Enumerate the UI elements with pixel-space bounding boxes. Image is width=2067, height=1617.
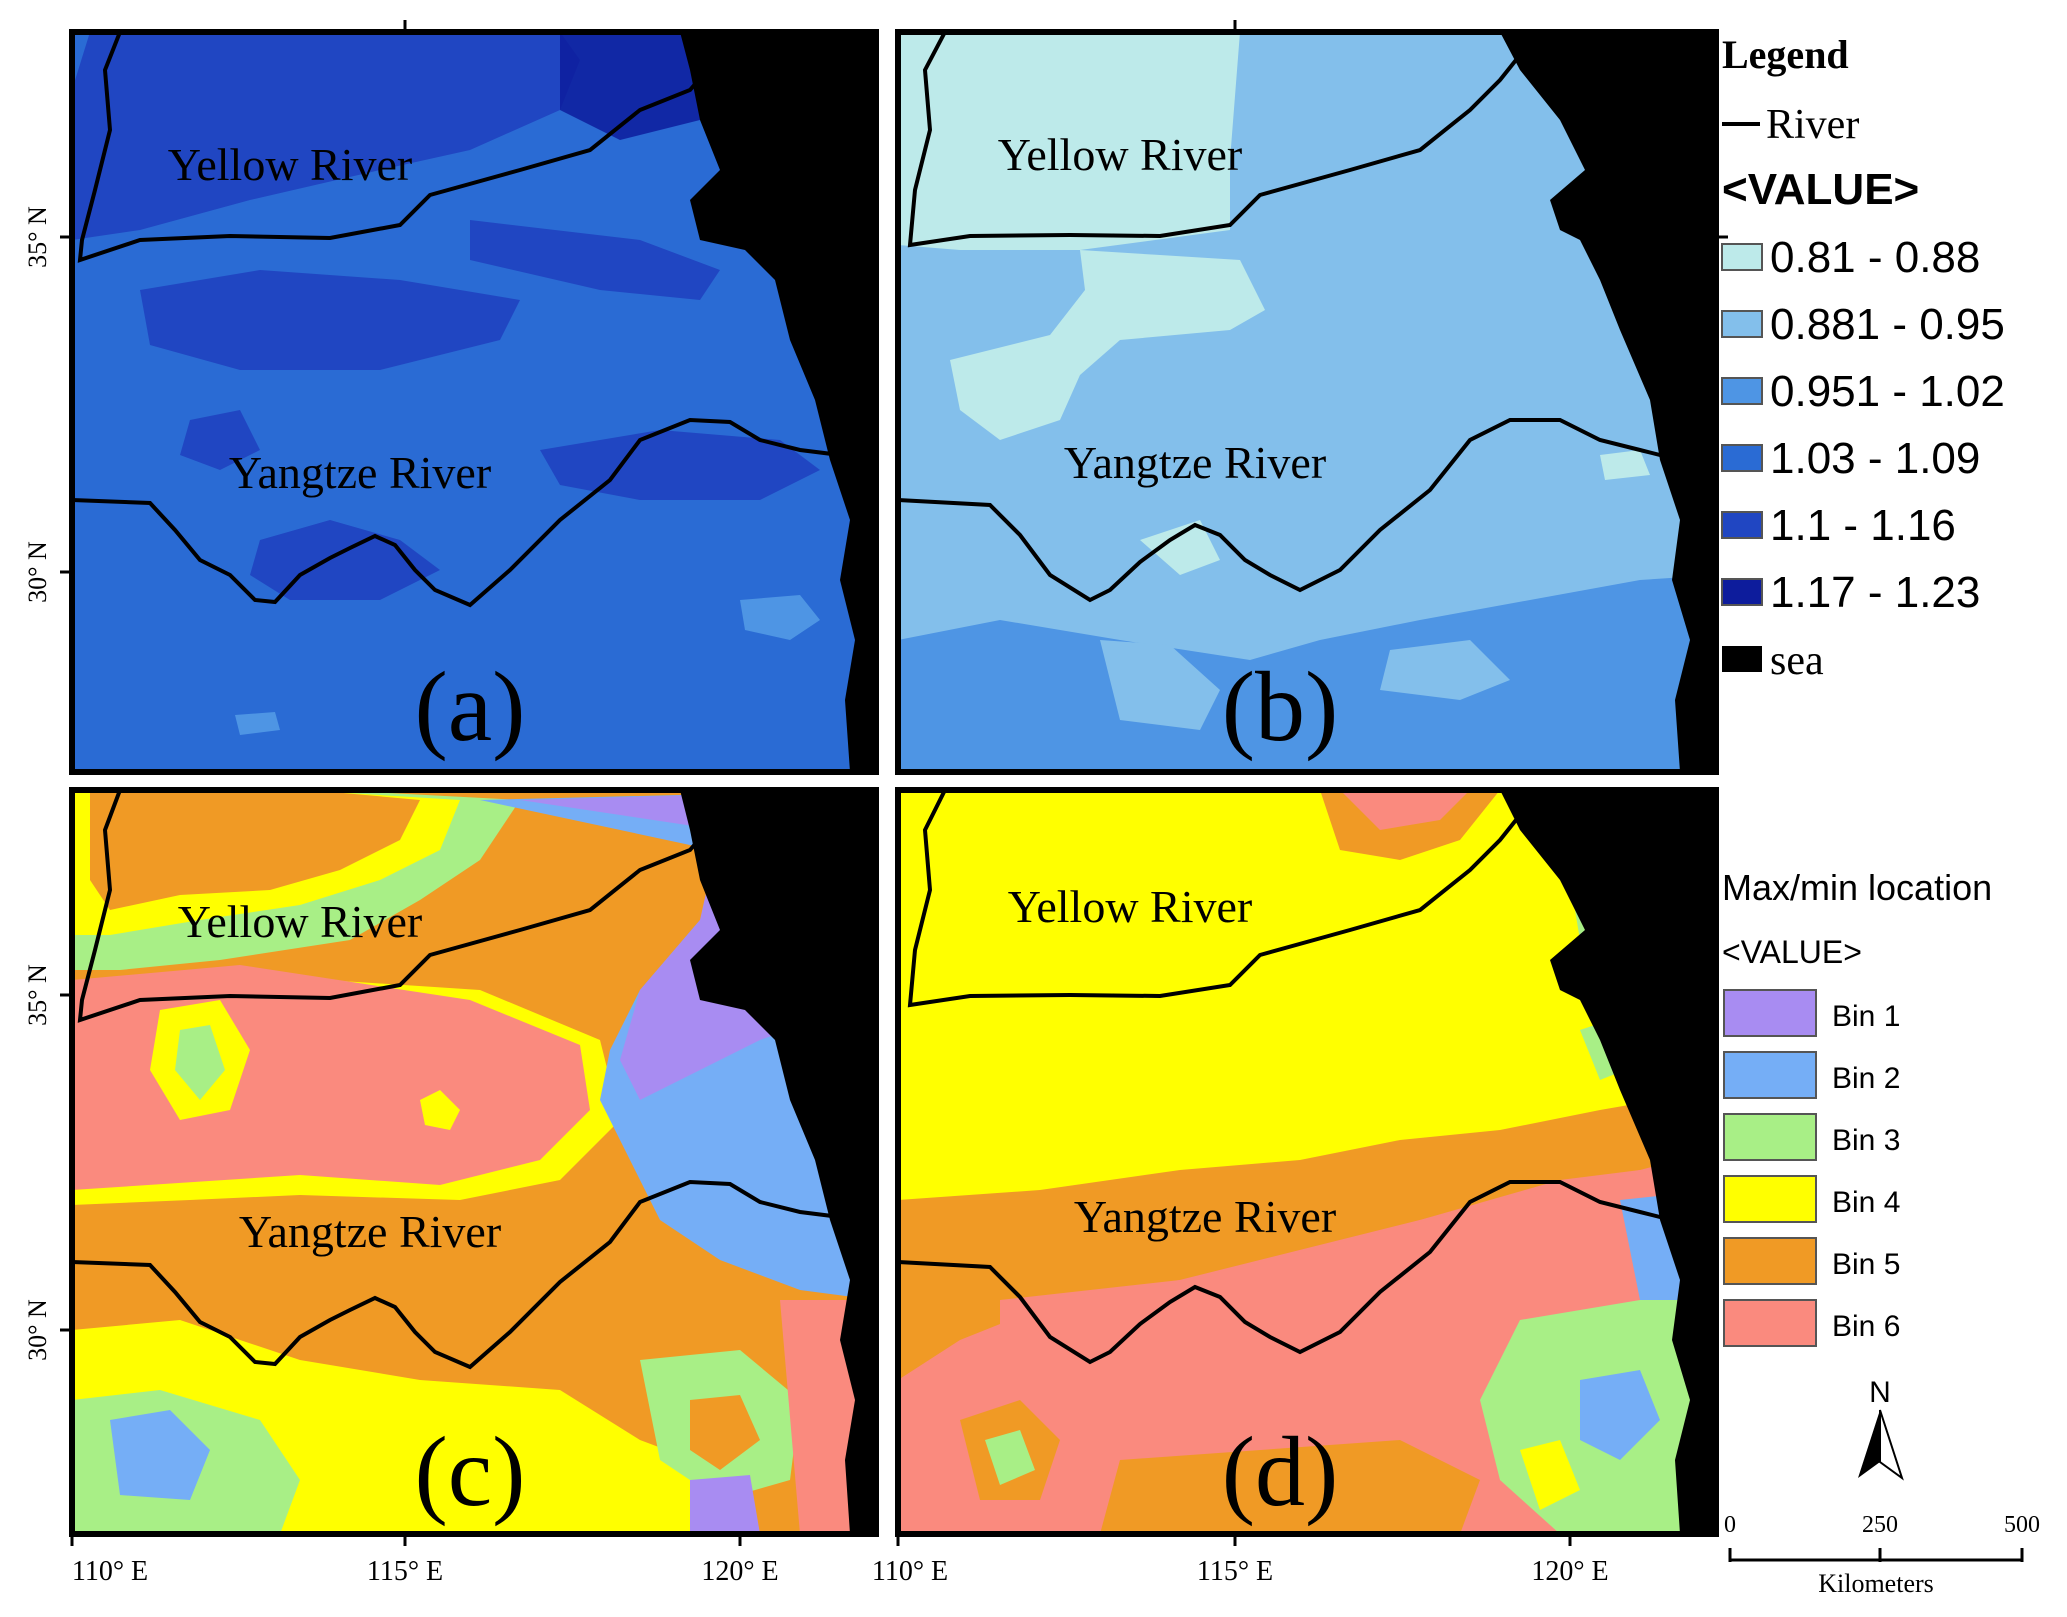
legend-bin-label: Bin 1 (1832, 1000, 1900, 1033)
lon-tick-label: 110° E (872, 1556, 948, 1587)
legend-class-label: 1.1 - 1.16 (1770, 501, 1956, 550)
lon-tick-label: 115° E (1197, 1556, 1273, 1587)
legend-swatch (1723, 1175, 1817, 1223)
value-legend: Legend River <VALUE> 0.81 - 0.88 0.881 -… (1721, 32, 2005, 684)
legend-bin-label: Bin 5 (1832, 1248, 1900, 1281)
lat-tick-label: 30° N (23, 541, 52, 603)
lat-tick-label: 35° N (23, 206, 52, 268)
value-title: <VALUE> (1722, 934, 1862, 970)
legend-title: Max/min location (1722, 867, 1992, 908)
lat-tick-label: 35° N (23, 964, 52, 1026)
map-panel-b: Yellow River Yangtze River (b) (895, 29, 1719, 775)
river-label: Yellow River (168, 139, 413, 190)
river-label: Yangtze River (1064, 437, 1326, 488)
lon-tick-label: 120° E (1531, 1556, 1608, 1587)
legend-bin-label: Bin 3 (1832, 1124, 1900, 1157)
panel-label: (c) (415, 1416, 526, 1527)
axis-ticks (60, 20, 1728, 1546)
lon-tick-label: 115° E (367, 1556, 443, 1587)
bin-legend: Max/min location <VALUE> Bin 1 Bin 2 Bin… (1722, 867, 1992, 1347)
map-panel-c: Yellow River Yangtze River (c) (69, 787, 879, 1537)
legend-class-label: 0.951 - 1.02 (1770, 367, 2005, 416)
value-title: <VALUE> (1722, 165, 1919, 214)
legend-class-label: 1.03 - 1.09 (1770, 434, 1980, 483)
scale-unit-label: Kilometers (1818, 1569, 1934, 1598)
river-label: Yellow River (1008, 881, 1253, 932)
scale-tick-label: 250 (1862, 1512, 1898, 1538)
legend-swatch (1721, 310, 1763, 338)
river-label: Yangtze River (239, 1206, 501, 1257)
legend-swatch (1721, 578, 1763, 606)
lon-tick-label: 110° E (72, 1556, 148, 1587)
legend-class-label: 0.81 - 0.88 (1770, 233, 1980, 282)
panel-label: (b) (1222, 651, 1339, 762)
legend-bin-label: Bin 4 (1832, 1186, 1900, 1219)
lat-tick-label: 30° N (23, 1299, 52, 1361)
legend-swatch (1723, 1113, 1817, 1161)
legend-swatch (1721, 444, 1763, 472)
scale-tick-label: 0 (1724, 1512, 1736, 1538)
legend-class-label: 1.17 - 1.23 (1770, 568, 1980, 617)
legend-swatch (1721, 377, 1763, 405)
lon-tick-label: 120° E (701, 1556, 778, 1587)
river-legend-label: River (1766, 102, 1859, 148)
sea-swatch (1722, 646, 1762, 672)
legend-swatch (1723, 1299, 1817, 1347)
north-arrow-icon: N (1858, 1376, 1904, 1481)
river-label: Yangtze River (1074, 1191, 1336, 1242)
legend-title: Legend (1722, 32, 1849, 77)
legend-swatch (1723, 1237, 1817, 1285)
map-panel-d: Yellow River Yangtze River (d) (895, 787, 1719, 1537)
legend-swatch (1721, 511, 1763, 539)
sea-label: sea (1770, 638, 1824, 684)
panel-label: (d) (1222, 1416, 1339, 1527)
legend-swatch (1721, 243, 1763, 271)
panel-label: (a) (415, 651, 526, 762)
scale-tick-label: 500 (2004, 1512, 2040, 1538)
river-label: Yellow River (998, 129, 1243, 180)
legend-swatch (1723, 989, 1817, 1037)
legend-class-label: 0.881 - 0.95 (1770, 300, 2005, 349)
scale-bar: 0 250 500 Kilometers (1724, 1512, 2040, 1598)
legend-bin-label: Bin 6 (1832, 1310, 1900, 1343)
river-label: Yellow River (178, 896, 423, 947)
north-label: N (1869, 1376, 1891, 1409)
map-panel-a: Yellow River Yangtze River (a) (69, 29, 879, 775)
river-label: Yangtze River (229, 447, 491, 498)
legend-swatch (1723, 1051, 1817, 1099)
legend-bin-label: Bin 2 (1832, 1062, 1900, 1095)
